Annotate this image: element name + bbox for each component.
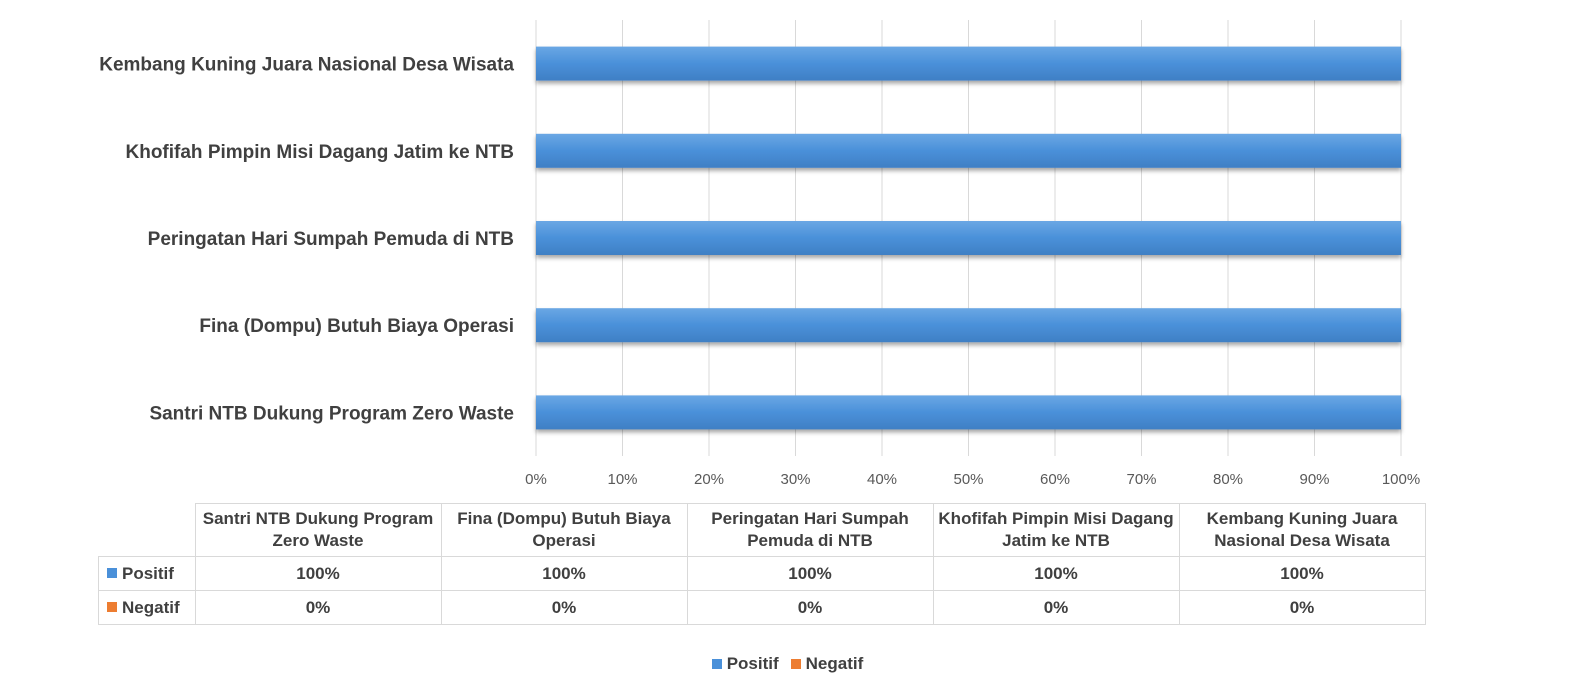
table-cell: 0% (686, 590, 934, 625)
x-axis-tick-labels: 0% 10% 20% 30% 40% 50% 60% 70% 80% 90% 100% (525, 471, 1420, 488)
bar-positif (536, 46, 1401, 81)
x-tick-label: 80% (1213, 471, 1243, 488)
table-row-header: Positif (98, 556, 196, 591)
table-row-header: Negatif (98, 590, 196, 625)
legend: Positif Negatif (0, 654, 1575, 674)
table-cell: 0% (1178, 590, 1426, 625)
bars (536, 46, 1401, 430)
table-column-header: Kembang Kuning Juara Nasional Desa Wisat… (1178, 503, 1426, 557)
x-tick-label: 20% (694, 471, 724, 488)
x-tick-label: 0% (525, 471, 547, 488)
x-tick-label: 70% (1126, 471, 1156, 488)
table-row: Negatif 0% 0% 0% 0% 0% (98, 590, 1426, 625)
table-cell: 100% (194, 556, 442, 591)
table-cell: 100% (686, 556, 934, 591)
x-tick-label: 50% (953, 471, 983, 488)
table-column-header: Santri NTB Dukung Program Zero Waste (194, 503, 442, 557)
table-cell: 100% (440, 556, 688, 591)
bar-positif (536, 133, 1401, 168)
bar-chart: Santri NTB Dukung Program Zero Waste Fina… (99, 20, 1420, 488)
category-label: Peringatan Hari Sumpah Pemuda di NTB (148, 229, 514, 250)
x-tick-label: 100% (1382, 471, 1420, 488)
legend-item-positif: Positif (711, 654, 779, 674)
legend-label: Positif (726, 654, 779, 673)
category-label: Khofifah Pimpin Misi Dagang Jatim ke NTB (126, 142, 515, 163)
series-name: Negatif (122, 597, 180, 617)
table-corner (98, 503, 196, 557)
table-column-header: Peringatan Hari Sumpah Pemuda di NTB (686, 503, 934, 557)
bar-positif (536, 221, 1401, 255)
x-tick-label: 30% (780, 471, 810, 488)
legend-swatch (711, 658, 722, 669)
table-row: Positif 100% 100% 100% 100% 100% (98, 556, 1426, 591)
category-label: Santri NTB Dukung Program Zero Waste (149, 403, 514, 424)
bar-positif (536, 308, 1401, 343)
table-cell: 0% (932, 590, 1180, 625)
legend-swatch (107, 568, 117, 579)
x-tick-label: 10% (607, 471, 637, 488)
legend-item-negatif: Negatif (790, 654, 864, 674)
bar-positif (536, 395, 1401, 430)
table-cell: 0% (194, 590, 442, 625)
legend-label: Negatif (805, 654, 864, 673)
data-table: Santri NTB Dukung Program Zero Waste Fina… (98, 503, 1426, 625)
table-cell: 0% (440, 590, 688, 625)
table-column-header: Khofifah Pimpin Misi Dagang Jatim ke NTB (932, 503, 1180, 557)
x-tick-label: 90% (1299, 471, 1329, 488)
table-cell: 100% (1178, 556, 1426, 591)
legend-swatch (107, 602, 117, 613)
x-tick-label: 40% (867, 471, 897, 488)
x-tick-label: 60% (1040, 471, 1070, 488)
category-label: Kembang Kuning Juara Nasional Desa Wisat… (99, 55, 514, 76)
legend-swatch (790, 658, 801, 669)
category-label: Fina (Dompu) Butuh Biaya Operasi (199, 316, 514, 337)
category-labels: Santri NTB Dukung Program Zero Waste Fina… (99, 55, 514, 425)
table-column-header: Fina (Dompu) Butuh Biaya Operasi (440, 503, 688, 557)
table-cell: 100% (932, 556, 1180, 591)
series-name: Positif (122, 563, 174, 583)
